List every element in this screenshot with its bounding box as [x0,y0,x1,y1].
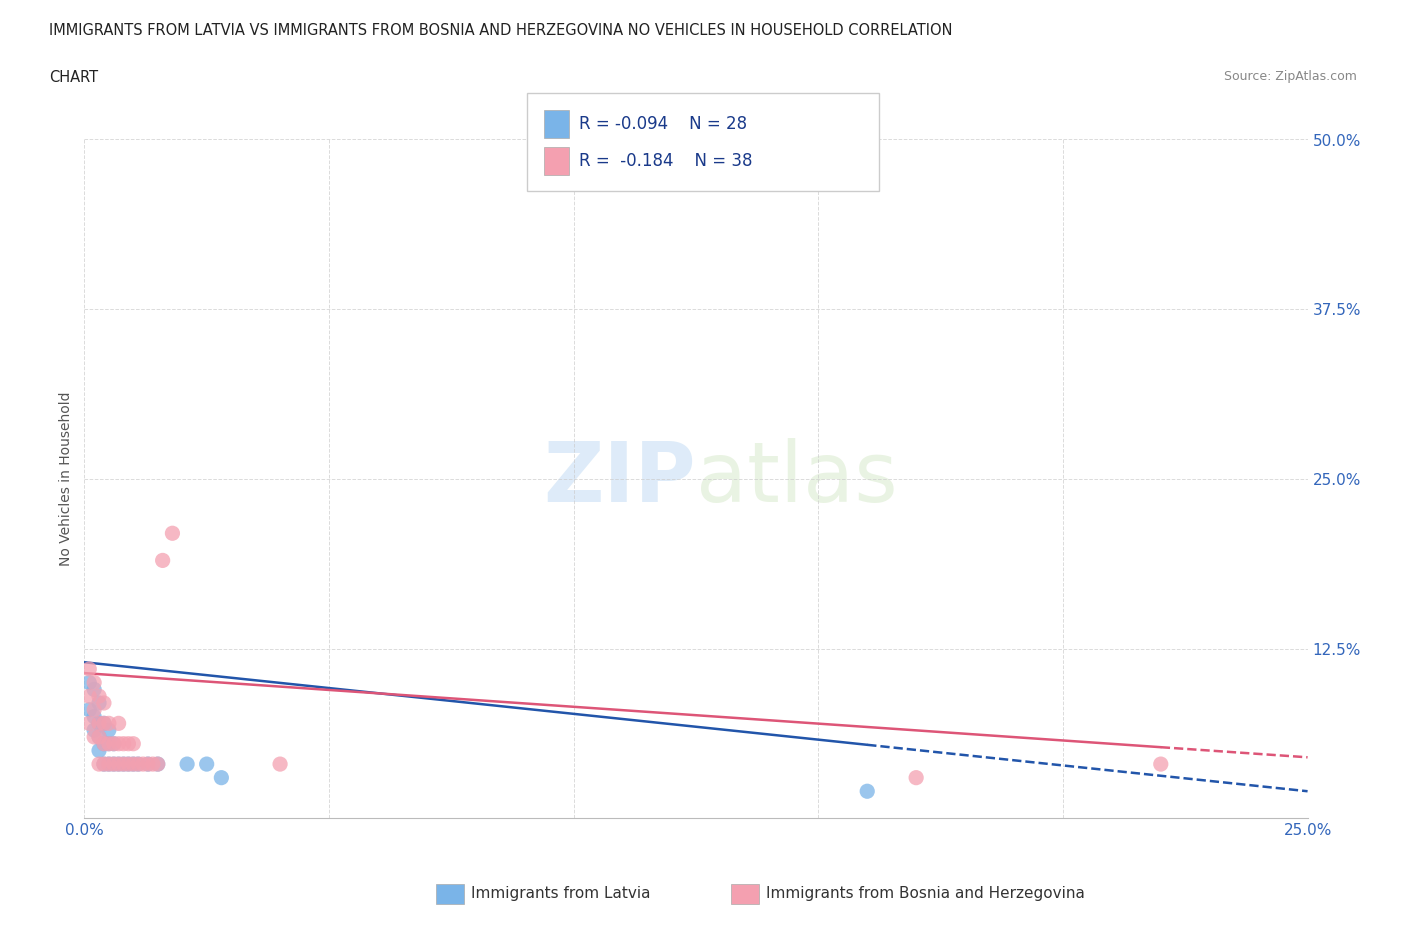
Point [142,757,165,772]
Point [97,757,120,772]
Point [97,716,120,731]
Text: ZIP: ZIP [544,438,696,520]
Text: Immigrants from Latvia: Immigrants from Latvia [471,886,651,901]
Point [136,757,159,772]
Point [122,737,145,751]
Point [107,757,129,772]
Point [905,770,928,785]
Point [112,757,135,772]
Point [87,729,110,744]
Point [93,757,115,772]
Point [112,757,135,772]
Point [1150,757,1173,772]
Point [93,696,115,711]
Text: CHART: CHART [49,70,98,85]
Point [269,757,291,772]
Point [93,716,115,731]
Point [77,702,100,717]
Point [83,723,105,737]
Point [93,737,115,751]
Point [117,737,139,751]
Point [152,553,174,568]
Text: R = -0.094    N = 28: R = -0.094 N = 28 [579,114,748,133]
Text: R =  -0.184    N = 38: R = -0.184 N = 38 [579,152,752,170]
Text: Source: ZipAtlas.com: Source: ZipAtlas.com [1223,70,1357,83]
Point [97,737,120,751]
Point [93,737,115,751]
Point [146,757,169,772]
Point [83,702,105,717]
Point [87,757,110,772]
Point [107,757,129,772]
Point [856,784,879,799]
Point [83,729,105,744]
Point [136,757,159,772]
Point [97,757,120,772]
Point [127,757,149,772]
Point [103,757,125,772]
Point [195,757,218,772]
Point [77,716,100,731]
Point [103,737,125,751]
Point [103,757,125,772]
Point [176,757,198,772]
Point [87,729,110,744]
Point [87,716,110,731]
Point [127,757,149,772]
Point [107,737,129,751]
Point [83,675,105,690]
Text: Immigrants from Bosnia and Herzegovina: Immigrants from Bosnia and Herzegovina [766,886,1085,901]
Text: IMMIGRANTS FROM LATVIA VS IMMIGRANTS FROM BOSNIA AND HERZEGOVINA NO VEHICLES IN : IMMIGRANTS FROM LATVIA VS IMMIGRANTS FRO… [49,23,953,38]
Point [162,525,184,540]
Point [122,757,145,772]
Point [97,737,120,751]
Point [83,710,105,724]
Text: atlas: atlas [696,438,897,520]
Point [93,716,115,731]
Point [87,696,110,711]
Point [93,757,115,772]
Point [77,661,100,676]
Point [103,737,125,751]
Point [117,757,139,772]
Point [132,757,155,772]
Point [97,723,120,737]
Point [112,737,135,751]
Point [77,689,100,704]
Point [77,675,100,690]
Point [83,682,105,697]
Point [87,689,110,704]
Point [87,716,110,731]
Point [107,716,129,731]
Point [146,757,169,772]
Point [87,743,110,758]
Y-axis label: No Vehicles in Household: No Vehicles in Household [59,392,73,566]
Point [209,770,232,785]
Point [122,757,145,772]
Point [117,757,139,772]
